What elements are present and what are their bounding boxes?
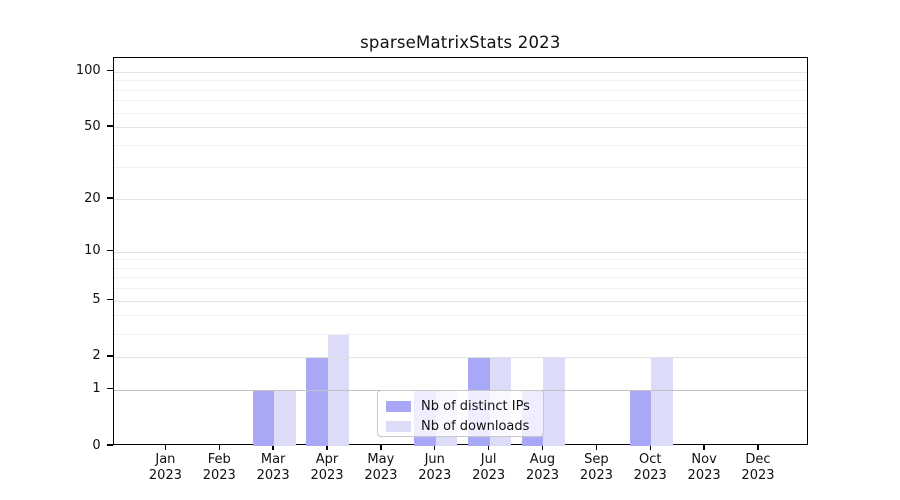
legend-item: Nb of downloads <box>386 419 534 434</box>
x-tick-year: 2023 <box>579 467 613 483</box>
x-tick-label-sep: Sep 2023 <box>569 452 623 483</box>
x-tick-year: 2023 <box>310 467 344 483</box>
bar-nb-of-downloads-mar <box>274 389 296 446</box>
gridline-major <box>113 127 807 129</box>
legend-label: Nb of downloads <box>421 418 530 434</box>
gridline-minor <box>113 288 807 290</box>
bar-nb-of-downloads-oct <box>651 356 673 446</box>
plot-area <box>112 57 808 446</box>
x-tick-month: Feb <box>207 452 231 467</box>
x-tick <box>218 445 220 450</box>
x-tick-label-dec: Dec 2023 <box>731 452 785 483</box>
x-tick-month: Dec <box>745 452 771 467</box>
x-tick-label-aug: Aug 2023 <box>515 452 569 483</box>
bar-nb-of-distinct-ips-apr <box>306 356 328 446</box>
x-tick <box>326 445 328 450</box>
x-tick-year: 2023 <box>202 467 236 483</box>
x-tick-month: Apr <box>315 452 339 467</box>
x-tick <box>380 445 382 450</box>
gridline-minor <box>113 333 807 335</box>
x-tick-label-mar: Mar 2023 <box>246 452 300 483</box>
x-tick-label-jan: Jan 2023 <box>138 452 192 483</box>
x-tick-year: 2023 <box>687 467 721 483</box>
y-tick <box>106 125 113 127</box>
x-tick-month: Sep <box>584 452 609 467</box>
y-tick <box>106 355 113 357</box>
x-tick-label-jun: Jun 2023 <box>408 452 462 483</box>
y-tick-label: 2 <box>92 348 101 364</box>
y-tick-label: 100 <box>75 63 101 79</box>
gridline-minor <box>113 259 807 261</box>
gridline-major <box>113 199 807 201</box>
legend: Nb of distinct IPs Nb of downloads <box>377 390 544 437</box>
gridline-major <box>113 356 807 358</box>
gridline-minor <box>113 315 807 317</box>
x-tick <box>272 445 274 450</box>
gridline-major <box>113 71 807 73</box>
x-tick-year: 2023 <box>364 467 398 483</box>
y-tick-label: 5 <box>92 292 101 308</box>
x-tick <box>649 445 651 450</box>
bar-nb-of-distinct-ips-oct <box>629 389 652 446</box>
gridline-minor <box>113 100 807 102</box>
y-tick-label: 20 <box>84 190 101 206</box>
x-tick <box>487 445 490 450</box>
bar-nb-of-distinct-ips-mar <box>252 389 275 446</box>
x-tick-month: Oct <box>638 452 662 467</box>
x-tick-label-apr: Apr 2023 <box>300 452 354 483</box>
x-tick <box>595 445 597 450</box>
gridline-minor <box>113 267 807 269</box>
chart-title: sparseMatrixStats 2023 <box>360 33 561 52</box>
x-tick <box>541 445 544 450</box>
x-tick-label-nov: Nov 2023 <box>677 452 731 483</box>
legend-swatch <box>386 420 411 432</box>
x-tick-month: Jun <box>424 452 445 467</box>
y-tick <box>106 444 113 446</box>
x-tick-month: Aug <box>529 452 556 467</box>
x-tick-month: Jul <box>480 452 497 467</box>
y-tick <box>106 388 113 390</box>
bar-nb-of-downloads-aug <box>543 356 565 446</box>
y-tick-label: 50 <box>84 118 101 134</box>
gridline-minor <box>113 112 807 114</box>
legend-item: Nb of distinct IPs <box>386 399 534 414</box>
x-tick-month: Nov <box>691 452 717 467</box>
gridline-minor <box>113 144 807 146</box>
x-tick-year: 2023 <box>525 467 560 483</box>
x-tick-year: 2023 <box>148 467 182 483</box>
x-tick <box>164 445 167 450</box>
x-tick-year: 2023 <box>472 467 506 483</box>
x-tick <box>757 445 759 450</box>
legend-label: Nb of distinct IPs <box>421 398 530 414</box>
x-tick-label-feb: Feb 2023 <box>192 452 246 483</box>
x-tick-label-jul: Jul 2023 <box>462 452 516 483</box>
y-tick-label: 10 <box>84 243 101 259</box>
x-tick-month: May <box>367 452 395 467</box>
gridline-minor <box>113 277 807 279</box>
gridline-minor <box>113 89 807 91</box>
y-tick-label: 0 <box>92 437 101 453</box>
x-tick-label-may: May 2023 <box>354 452 408 483</box>
gridline-minor <box>113 167 807 169</box>
x-tick-year: 2023 <box>418 467 452 483</box>
gridline-major <box>113 300 807 302</box>
y-tick <box>106 197 113 199</box>
x-tick <box>703 445 705 450</box>
legend-swatch <box>386 400 411 412</box>
y-tick <box>106 249 113 252</box>
x-tick-month: Mar <box>260 452 286 467</box>
x-tick-year: 2023 <box>633 467 667 483</box>
x-tick <box>434 445 436 450</box>
gridline-minor <box>113 80 807 82</box>
y-tick <box>106 70 113 72</box>
gridline-major <box>113 251 807 253</box>
x-tick-year: 2023 <box>741 467 775 483</box>
x-tick-month: Jan <box>155 452 176 467</box>
x-tick-label-oct: Oct 2023 <box>623 452 677 483</box>
y-tick-label: 1 <box>92 381 101 397</box>
y-tick <box>106 299 113 301</box>
x-tick-year: 2023 <box>256 467 290 483</box>
